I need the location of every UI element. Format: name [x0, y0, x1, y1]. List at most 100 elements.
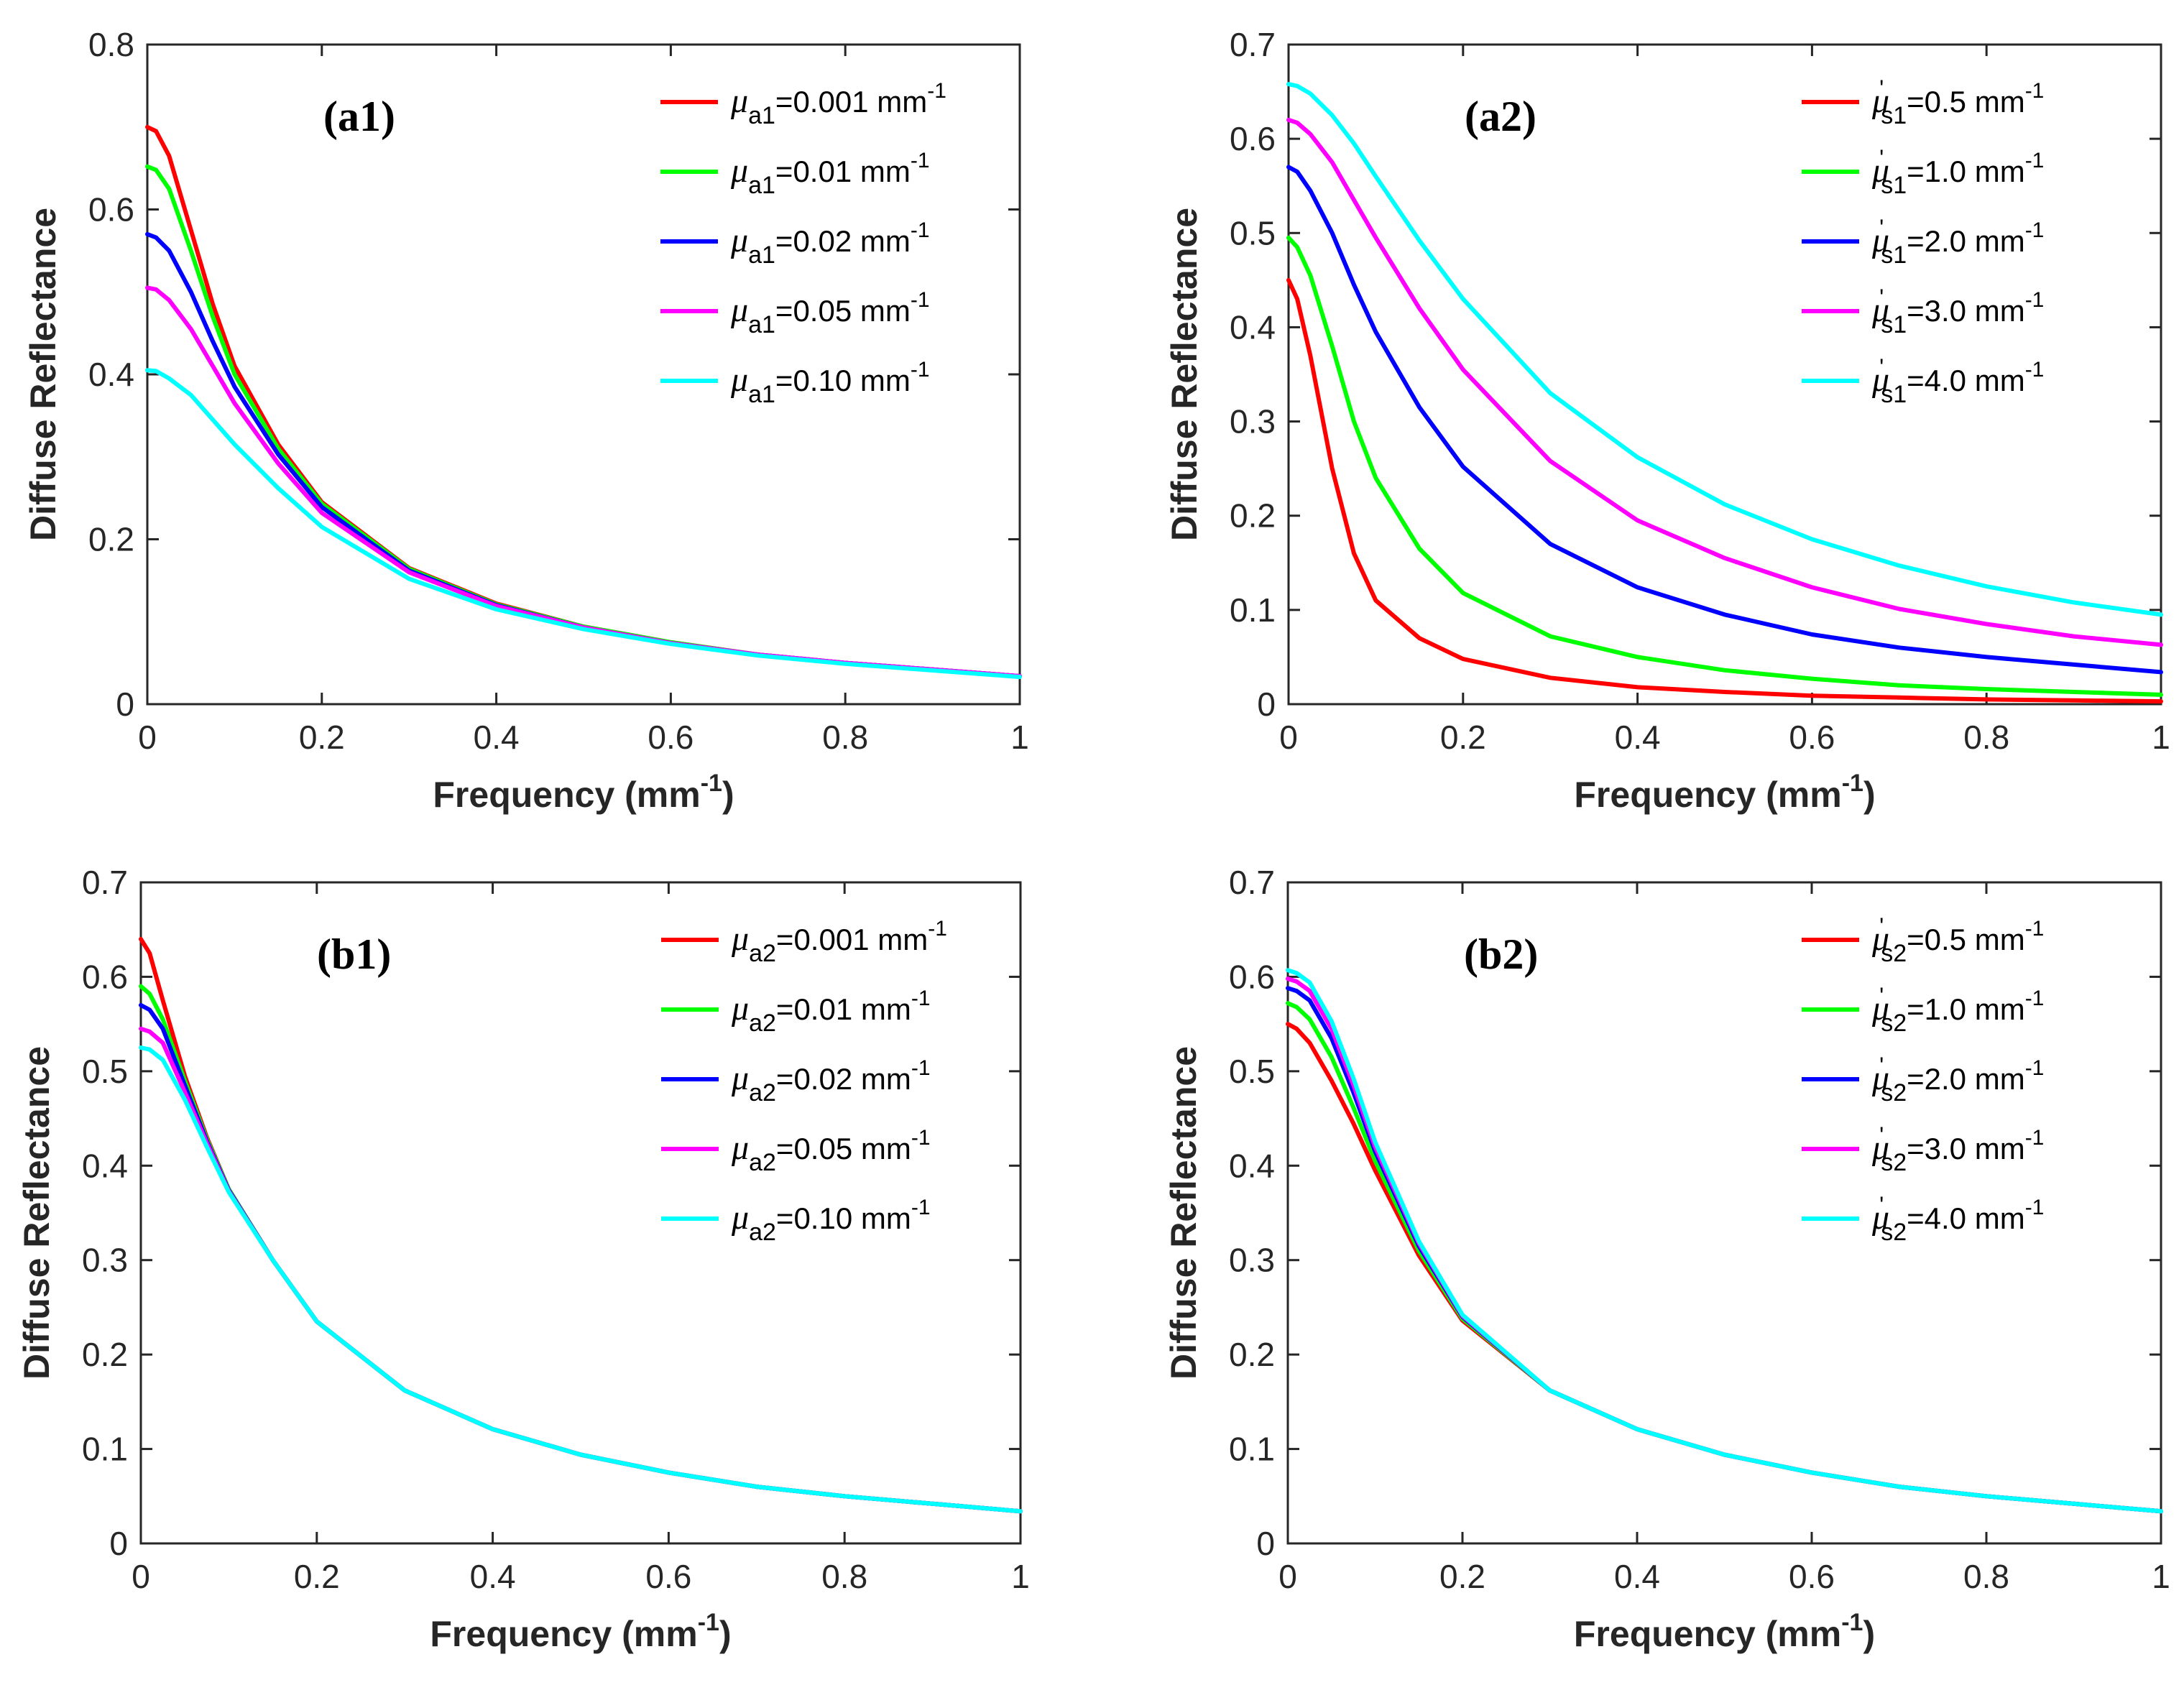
legend-subscript: a1 — [748, 241, 775, 269]
legend-label: μ' s2=0.5 mm-1 — [1871, 913, 2044, 967]
series-line-5 — [139, 1045, 1023, 1514]
y-tick-label: 0.4 — [82, 1147, 128, 1184]
legend-subscript: s1 — [1881, 311, 1907, 338]
legend-value: =4.0 mm — [1907, 1201, 2025, 1235]
legend-symbol: μ — [1871, 291, 1889, 329]
legend-label: μ' s2=2.0 mm-1 — [1871, 1053, 2044, 1107]
x-axis-label: Frequency (mm-1) — [433, 770, 734, 815]
panel-a1: 0 0.2 0.4 0.6 0.8 100.20.40.60.8(a1) μa1=0.001… — [23, 26, 1029, 815]
legend-subscript: s1 — [1881, 102, 1907, 129]
legend-subscript: a1 — [748, 172, 775, 199]
legend-item-2: μ' s2=1.0 mm-1 — [1802, 983, 2044, 1037]
legend-superscript: -1 — [928, 917, 947, 941]
series-line-5 — [145, 368, 1022, 680]
panel-a2: 0 0.2 0.4 0.6 0.8 1 0 0.1 0.2 0.3 0.4 0.5 0.6 0.7 (a2)… — [1164, 26, 2170, 815]
y-tick-label: 0.7 — [1229, 864, 1275, 901]
legend-item-4: μ' s1=3.0 mm-1 — [1802, 285, 2044, 338]
legend-label: μ' s1=4.0 mm-1 — [1871, 354, 2044, 408]
legend-subscript: a1 — [748, 311, 775, 338]
panel-b2: 0 0.2 0.4 0.6 0.8 1 0 0.1 0.2 0.3 0.4 0.5 0.6 0.7 (b2)… — [1164, 864, 2170, 1654]
legend-symbol: μ — [1871, 989, 1889, 1028]
legend-subscript: s1 — [1881, 172, 1907, 199]
x-tick-label: 0 — [1278, 1558, 1297, 1595]
legend-value: =0.05 mm — [776, 1132, 911, 1165]
legend-symbol: μ — [1871, 920, 1889, 958]
legend-value: =4.0 mm — [1907, 364, 2025, 397]
legend-value: =0.5 mm — [1907, 923, 2025, 956]
legend-subscript: s2 — [1881, 1010, 1907, 1037]
x-tick-label: 0.4 — [474, 719, 520, 756]
y-tick-label: 0.3 — [82, 1242, 128, 1279]
legend-prime: ' — [1879, 983, 1884, 1009]
x-axis-label-text: Frequency (mm — [430, 1614, 697, 1654]
legend-label: μa1=0.01 mm-1 — [730, 149, 930, 199]
legend-symbol: μ — [731, 920, 749, 958]
legend-label: μa1=0.05 mm-1 — [730, 288, 930, 338]
legend-value: =1.0 mm — [1907, 154, 2025, 188]
legend-superscript: -1 — [2025, 1056, 2045, 1080]
legend-subscript: a2 — [749, 940, 776, 967]
y-tick-label: 0.4 — [1230, 308, 1276, 346]
panel-label: (b1) — [317, 931, 391, 978]
legend-symbol: μ — [731, 1059, 749, 1097]
legend-label: μa2=0.02 mm-1 — [731, 1056, 931, 1107]
x-axis-label-sup: -1 — [701, 770, 722, 797]
legend-prime: ' — [1879, 1122, 1884, 1148]
y-tick-label: 0.2 — [1229, 1336, 1275, 1373]
legend-superscript: -1 — [911, 1196, 931, 1219]
legend-subscript: s2 — [1881, 1079, 1907, 1107]
y-axis-label: Diffuse Reflectance — [23, 208, 63, 541]
y-tick-label: 0.7 — [1230, 26, 1276, 63]
legend-symbol: μ — [731, 989, 749, 1028]
legend-prime: ' — [1879, 1192, 1884, 1218]
x-tick-label: 0.8 — [1963, 719, 2009, 756]
legend-symbol: μ — [730, 361, 748, 399]
x-tick-label: 0.2 — [299, 719, 345, 756]
legend-superscript: -1 — [911, 987, 931, 1010]
y-tick-label: 0.2 — [88, 521, 134, 558]
legend-value: =0.001 mm — [776, 923, 928, 956]
legend-superscript: -1 — [911, 149, 930, 172]
x-axis-label-text: Frequency (mm — [1574, 775, 1841, 815]
y-tick-label: 0.8 — [88, 26, 134, 63]
legend-item-1: μ' s1=0.5 mm-1 — [1802, 75, 2044, 129]
legend-item-3: μ' s1=2.0 mm-1 — [1802, 215, 2044, 269]
legend-subscript: s2 — [1881, 1219, 1907, 1246]
legend-item-2: μa1=0.01 mm-1 — [660, 149, 930, 199]
x-axis-label: Frequency (mm-1) — [1574, 1609, 1875, 1654]
x-tick-label: 0.4 — [1614, 1558, 1660, 1595]
legend-prime: ' — [1879, 354, 1884, 380]
legend-prime: ' — [1879, 145, 1884, 171]
legend-superscript: -1 — [911, 218, 930, 242]
legend-value: =0.02 mm — [776, 1062, 911, 1096]
x-axis-label-sup: -1 — [1842, 770, 1863, 797]
legend-symbol: μ — [731, 1199, 749, 1237]
legend-prime: ' — [1879, 215, 1884, 241]
legend-symbol: μ — [1871, 1059, 1889, 1097]
legend-subscript: s1 — [1881, 241, 1907, 269]
y-tick-label: 0.5 — [82, 1053, 128, 1090]
legend-label: μa2=0.01 mm-1 — [731, 987, 931, 1037]
panel-label: (a2) — [1465, 93, 1536, 140]
legend-subscript: a2 — [749, 1079, 776, 1107]
x-tick-label: 0.2 — [1439, 1558, 1485, 1595]
legend-symbol: μ — [730, 291, 748, 329]
y-tick-label: 0.6 — [88, 191, 134, 228]
legend-superscript: -1 — [2025, 79, 2045, 103]
legend-superscript: -1 — [2025, 1126, 2045, 1150]
x-tick-label: 0 — [138, 719, 157, 756]
legend-superscript: -1 — [911, 1056, 931, 1080]
panel-b1: 0 0.2 0.4 0.6 0.8 1 0 0.1 0.2 0.3 0.4 0.5 0.6 0.7 (b1)… — [17, 864, 1030, 1654]
y-tick-label: 0.6 — [82, 958, 128, 995]
panel-label: (a1) — [323, 93, 395, 140]
legend-label: μa2=0.05 mm-1 — [731, 1126, 931, 1176]
y-axis-label: Diffuse Reflectance — [1164, 1046, 1204, 1380]
y-tick-label: 0 — [109, 1525, 128, 1562]
legend-symbol: μ — [730, 152, 748, 190]
legend-item-2: μa2=0.01 mm-1 — [661, 987, 931, 1037]
legend-value: =0.01 mm — [776, 992, 911, 1026]
y-tick-label: 0.2 — [1230, 497, 1276, 535]
legend-superscript: -1 — [911, 288, 930, 312]
legend-subscript: a2 — [749, 1149, 776, 1176]
legend-label: μ' s2=4.0 mm-1 — [1871, 1192, 2044, 1246]
